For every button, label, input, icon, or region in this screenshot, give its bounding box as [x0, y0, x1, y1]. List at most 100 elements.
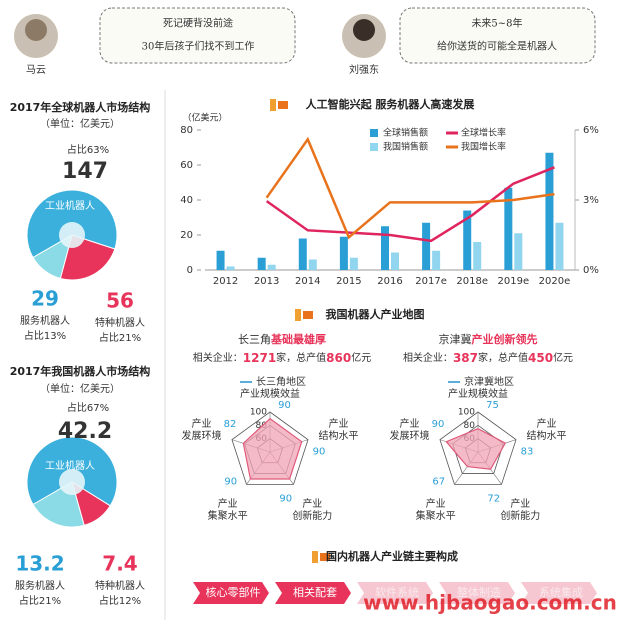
avatar-face — [25, 19, 47, 41]
pie-center — [59, 469, 85, 495]
headline-highlight: 基础最雄厚 — [270, 332, 326, 346]
info-number: 1271 — [243, 351, 276, 365]
headline-region: 京津冀 — [439, 332, 472, 346]
quote-bubble — [399, 7, 596, 64]
legend-label: 全球销售额 — [383, 127, 428, 139]
chain-step — [439, 582, 515, 604]
value-label: 83 — [521, 446, 534, 457]
bar — [504, 187, 513, 270]
value-label: 90 — [279, 493, 292, 504]
x-tick-label: 2015 — [336, 276, 361, 287]
y-tick-label: 0 — [187, 265, 193, 276]
axis-name: 产业 — [510, 497, 530, 510]
axis-name: 结构水平 — [526, 429, 566, 442]
chain-step — [193, 582, 269, 604]
category-label: 服务机器人 — [20, 314, 70, 327]
value-label: 72 — [487, 493, 500, 504]
axis-label: （亿美元） — [182, 112, 227, 124]
info-text: 家，总产值 — [478, 351, 528, 364]
bar — [545, 152, 554, 270]
bar — [257, 257, 266, 270]
robot-icon — [278, 101, 288, 109]
x-tick-label: 2019e — [498, 276, 530, 287]
radar-area — [445, 428, 507, 470]
axis-name: 产业 — [302, 497, 322, 510]
value-label: 90 — [432, 419, 445, 430]
quote-line: 死记硬背没前途 — [163, 17, 233, 30]
info-number: 860 — [326, 351, 351, 365]
category-label: 特种机器人 — [95, 316, 145, 329]
legend-label: 全球增长率 — [461, 127, 506, 139]
bar — [381, 226, 389, 270]
value-label: 147 — [62, 159, 108, 184]
radar-ring — [231, 411, 309, 485]
share-label: 占比12% — [99, 594, 141, 607]
info-number: 387 — [453, 351, 478, 365]
x-tick-label: 2018e — [456, 276, 488, 287]
axis-name: 创新能力 — [292, 509, 332, 522]
x-tick-label: 2016 — [377, 276, 402, 287]
value-label: 75 — [486, 400, 499, 411]
category-label: 服务机器人 — [15, 579, 65, 592]
x-tick-label: 2017e — [415, 276, 447, 287]
pie-center — [59, 222, 85, 248]
y-tick-label: 80 — [180, 125, 193, 136]
chain-label: 核心零部件 — [206, 585, 261, 599]
robot-icon — [270, 99, 276, 111]
bar — [339, 236, 348, 270]
value-label: 90 — [224, 476, 237, 487]
info-line: 相关企业：387家，总产值450亿元 — [403, 351, 573, 365]
ring-label: 100 — [250, 408, 267, 418]
chain-step — [521, 582, 597, 604]
legend-label: 我国增长率 — [461, 141, 506, 153]
radar-ring — [439, 411, 517, 485]
info-text: 相关企业： — [403, 351, 453, 364]
info-text: 亿元 — [351, 351, 371, 364]
chart-title: 2017年我国机器人市场结构 — [10, 364, 151, 378]
x-tick-label: 2012 — [213, 276, 238, 287]
info-line: 相关企业：1271家，总产值860亿元 — [193, 351, 371, 365]
chain-label: 软件系统 — [375, 585, 419, 599]
x-tick-label: 2020e — [539, 276, 571, 287]
share-label: 占比21% — [19, 594, 61, 607]
value-label: 90 — [278, 400, 291, 411]
chart-subtitle: （单位：亿美元） — [40, 117, 120, 130]
category-label: 特种机器人 — [95, 579, 145, 592]
chain-step — [357, 582, 433, 604]
ring-label: 80 — [464, 421, 476, 431]
y2-tick-label: 0% — [583, 265, 599, 276]
line-series — [265, 136, 555, 240]
share-label: 占比63% — [67, 143, 109, 156]
axis-name: 产业 — [400, 417, 420, 430]
axis-name: 产业 — [426, 497, 446, 510]
axis-name: 产业 — [536, 417, 556, 430]
bar — [226, 266, 235, 270]
value-label: 7.4 — [102, 552, 137, 576]
legend-label: 京津冀地区 — [464, 375, 514, 388]
radar-area — [242, 417, 303, 480]
avatar-face — [353, 19, 375, 41]
robot-icon — [295, 309, 301, 321]
bar — [432, 250, 441, 270]
quote-line: 给你送货的可能全是机器人 — [437, 40, 557, 53]
speaker-name: 马云 — [26, 64, 46, 76]
value-label: 29 — [31, 287, 59, 311]
category-label: 工业机器人 — [45, 459, 95, 472]
headline: 长三角基础最雄厚 — [238, 332, 326, 346]
robot-icon — [312, 551, 318, 563]
bar — [349, 257, 358, 270]
share-label: 占比13% — [24, 329, 66, 342]
value-label: 13.2 — [15, 552, 64, 576]
quote-line: 30年后孩子们找不到工作 — [142, 40, 255, 53]
watermark: www.hjbaogao.com.cn — [363, 591, 617, 615]
bar — [391, 252, 399, 270]
robot-icon — [303, 311, 313, 319]
quote-line: 未来5~8年 — [471, 17, 522, 30]
bar — [555, 222, 564, 270]
quote-bubble — [99, 7, 296, 64]
axis-name: 产业规模效益 — [240, 387, 300, 400]
y-tick-label: 60 — [180, 160, 193, 171]
pie-slice — [32, 233, 73, 280]
bar — [267, 264, 276, 270]
chain-label: 系统集成 — [539, 585, 583, 599]
